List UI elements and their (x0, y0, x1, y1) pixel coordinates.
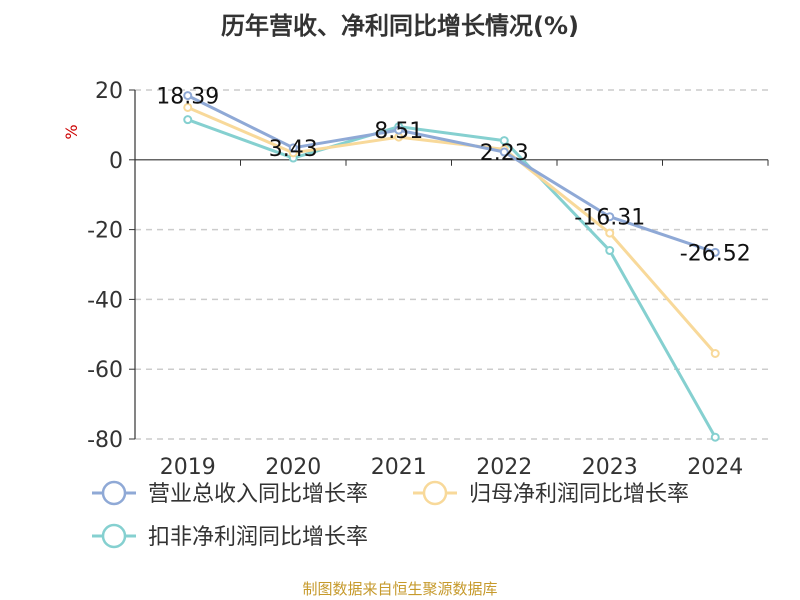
series-lines (183, 91, 720, 442)
y-axis-unit: % (62, 124, 81, 139)
data-label-2023: -16.31 (574, 206, 645, 231)
series-1 (183, 91, 720, 257)
series-line-2 (187, 106, 717, 355)
source-note: 制图数据来自恒生聚源数据库 (302, 580, 498, 598)
x-tick-label-2020: 2020 (265, 455, 321, 480)
series-2-point-2019 (183, 102, 193, 112)
chart-title: 历年营收、净利同比增长情况(%) (221, 12, 579, 40)
y-tick-label-5: -80 (87, 428, 123, 453)
x-tick-label-2024: 2024 (687, 455, 743, 480)
series-line-1 (187, 94, 716, 254)
series-1-point-2022 (499, 147, 509, 157)
series-3-point-2019 (183, 115, 193, 125)
legend-item-1: 营业总收入同比增长率 (92, 480, 368, 507)
legend-label-3: 扣非净利润同比增长率 (148, 525, 368, 550)
x-tick-label-2019: 2019 (160, 455, 216, 480)
x-tick-label-2022: 2022 (476, 455, 532, 480)
series-3-point-2024 (710, 432, 720, 442)
data-label-2024: -26.52 (680, 241, 751, 266)
legend-marker-1 (101, 480, 127, 506)
data-label-2019: 18.39 (156, 85, 219, 110)
series-1-point-2024 (710, 247, 720, 257)
data-label-2021: 8.51 (374, 119, 423, 144)
series-1-point-2020 (288, 143, 298, 153)
series-line-3 (187, 118, 717, 438)
series-1-point-2021 (394, 125, 404, 135)
legend-item-3: 扣非净利润同比增长率 (92, 523, 368, 550)
series-2-point-2023 (605, 228, 615, 238)
data-label-2020: 3.43 (269, 137, 318, 162)
x-tick-label-2023: 2023 (582, 455, 638, 480)
series-3-point-2023 (605, 246, 615, 256)
y-tick-label-0: 20 (95, 79, 123, 104)
series-3-point-2022 (499, 136, 509, 146)
legend-item-2: 归母净利润同比增长率 (413, 480, 689, 507)
y-tick-label-2: -20 (87, 219, 123, 244)
y-tick-label-1: 0 (109, 149, 123, 174)
data-labels: 18.39 3.43 8.51 2.23 -16.31 -26.52 (156, 85, 750, 267)
series-1-point-2023 (605, 212, 615, 222)
legend-marker-3 (101, 523, 127, 549)
legend-label-2: 归母净利润同比增长率 (469, 482, 689, 507)
y-tick-label-3: -40 (87, 288, 123, 313)
legend-label-1: 营业总收入同比增长率 (148, 482, 368, 507)
y-tick-label-4: -60 (87, 358, 123, 383)
x-tick-label-2021: 2021 (371, 455, 427, 480)
axes: 20 0 -20 -40 -60 -80 2019 2020 2021 2022 2023 2024 (87, 79, 769, 480)
legend-marker-2 (422, 480, 448, 506)
data-label-2022: 2.23 (480, 141, 529, 166)
series-1-point-2019 (183, 91, 193, 101)
series-2-point-2024 (710, 348, 720, 358)
